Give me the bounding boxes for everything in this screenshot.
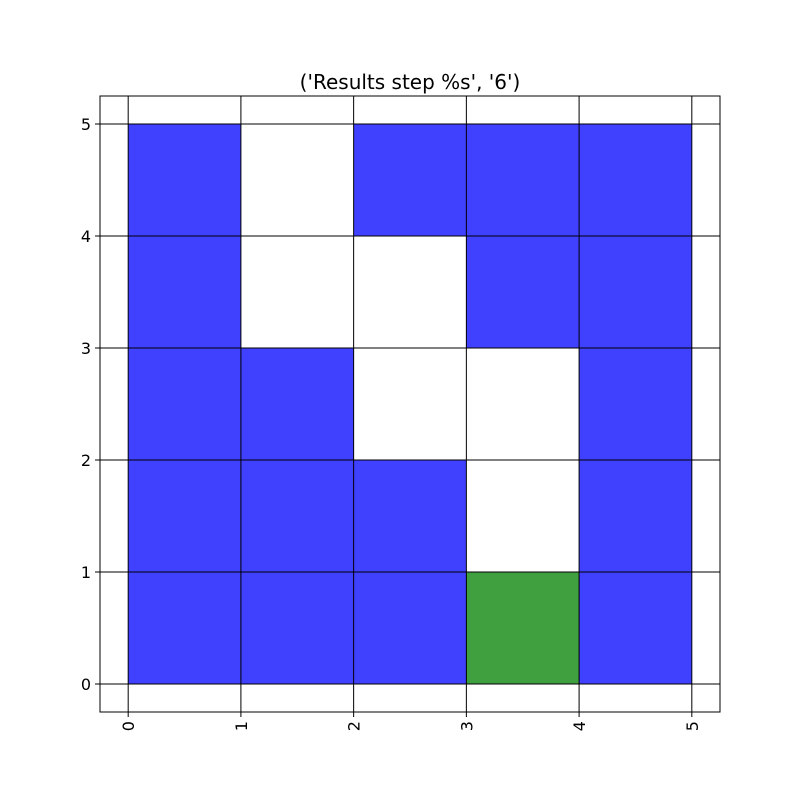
y-tick-label: 0 xyxy=(81,675,91,694)
grid-cell-blue xyxy=(579,460,692,572)
grid-cell-blue xyxy=(128,236,241,348)
grid-cell-blue xyxy=(128,460,241,572)
grid-cell-blue xyxy=(466,236,580,348)
y-tick-label: 4 xyxy=(81,227,91,246)
grid-cell-blue xyxy=(353,124,467,236)
grid-cell-green xyxy=(466,572,580,684)
grid-cell-blue xyxy=(128,348,241,460)
grid-cell-blue xyxy=(240,460,354,572)
plot-area xyxy=(99,95,721,713)
x-tick-label: 0 xyxy=(119,721,138,731)
x-tick-label: 2 xyxy=(345,721,364,731)
x-tick-label: 3 xyxy=(457,721,476,731)
grid-cell-blue xyxy=(128,572,241,684)
grid-layer xyxy=(100,96,720,712)
grid-cell-blue xyxy=(579,348,692,460)
grid-cell-blue xyxy=(240,572,354,684)
grid-cell-blue xyxy=(353,572,467,684)
axes-frame xyxy=(99,95,721,713)
y-axis: 0 1 2 3 4 5 xyxy=(81,115,100,694)
grid-cell-blue xyxy=(353,460,467,572)
x-axis: 0 1 2 3 4 5 xyxy=(119,712,702,731)
chart-title: ('Results step %s', '6') xyxy=(300,70,521,94)
cells-layer xyxy=(128,124,692,684)
y-tick-label: 3 xyxy=(81,339,91,358)
x-tick-label: 5 xyxy=(683,721,702,731)
x-tick-label: 1 xyxy=(232,721,251,731)
grid-cell-blue xyxy=(240,348,354,460)
grid-cell-blue xyxy=(466,124,580,236)
x-tick-label: 4 xyxy=(570,721,589,731)
y-tick-label: 2 xyxy=(81,451,91,470)
y-tick-label: 1 xyxy=(81,563,91,582)
y-tick-label: 5 xyxy=(81,115,91,134)
grid-cell-blue xyxy=(128,124,241,236)
grid-cell-blue xyxy=(579,572,692,684)
grid-cell-blue xyxy=(579,124,692,236)
grid-cell-blue xyxy=(579,236,692,348)
